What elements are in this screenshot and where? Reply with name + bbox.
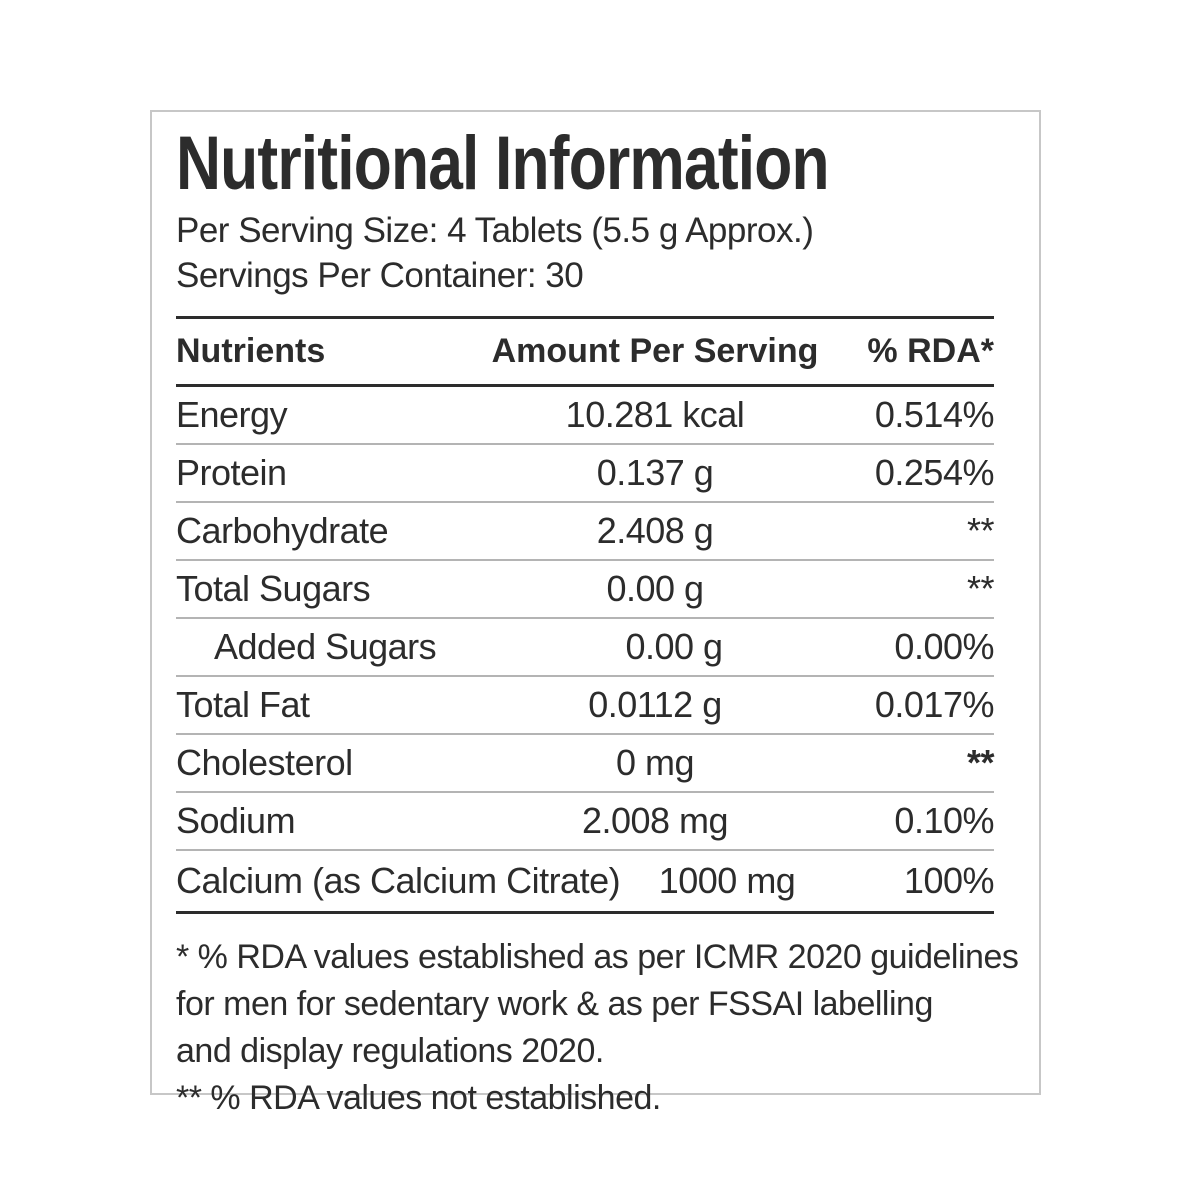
table-row-cholesterol: Cholesterol 0 mg ** <box>176 735 995 793</box>
servings-per-container-line: Servings Per Container: 30 <box>176 256 584 295</box>
nutrient-rda: 0.00% <box>894 626 994 667</box>
nutrient-rda: ** <box>966 742 995 783</box>
nutrient-name: Carbohydrate <box>176 510 389 551</box>
nutrient-rda: ** <box>966 568 995 609</box>
table-header-row: Nutrients Amount Per Serving % RDA* <box>176 316 994 387</box>
footnote-line: and display regulations 2020. <box>176 1032 604 1070</box>
nutrient-name: Cholesterol <box>176 742 353 783</box>
nutrient-rda: 0.10% <box>894 800 994 841</box>
nutrient-amount: 0 mg <box>615 742 695 783</box>
header-rda: % RDA* <box>867 332 994 370</box>
nutrient-name: Total Fat <box>176 684 310 725</box>
nutrient-name: Sodium <box>176 800 296 841</box>
header-amount-per-serving: Amount Per Serving <box>491 332 819 370</box>
nutrient-rda: ** <box>966 510 995 551</box>
nutrient-amount: 0.00 g <box>606 568 704 609</box>
nutrient-name: Protein <box>176 452 287 493</box>
nutrient-name: Added Sugars <box>214 626 437 667</box>
nutrient-amount: 0.00 g <box>625 626 723 667</box>
table-row-total-sugars: Total Sugars 0.00 g ** <box>176 561 995 619</box>
nutrients-table: Nutrients Amount Per Serving % RDA* Ener… <box>176 316 995 914</box>
table-row-calcium: Calcium (as Calcium Citrate) 1000 mg 100… <box>176 851 995 914</box>
footnote-line: * % RDA values established as per ICMR 2… <box>176 938 1019 976</box>
nutrient-name: Total Sugars <box>176 568 371 609</box>
nutrient-amount: 2.408 g <box>596 510 714 551</box>
label-title: Nutritional Information <box>176 121 830 206</box>
nutrient-amount: 10.281 kcal <box>565 394 745 435</box>
table-row-carbohydrate: Carbohydrate 2.408 g ** <box>176 503 995 561</box>
nutrient-amount: 0.0112 g <box>588 684 722 725</box>
table-row-sodium: Sodium 2.008 mg 0.10% <box>176 793 995 851</box>
nutrient-rda: 0.017% <box>874 684 995 725</box>
nutrient-name: Calcium (as Calcium Citrate) <box>176 860 621 901</box>
footnotes: * % RDA values established as per ICMR 2… <box>176 934 1019 1122</box>
header-nutrients: Nutrients <box>176 332 326 370</box>
nutrient-rda: 0.514% <box>874 394 995 435</box>
table-row-energy: Energy 10.281 kcal 0.514% <box>176 387 995 445</box>
nutrient-amount: 1000 mg <box>658 860 796 901</box>
nutrient-amount: 0.137 g <box>596 452 714 493</box>
nutrient-rda: 0.254% <box>874 452 995 493</box>
nutrition-label: Nutritional Information Per Serving Size… <box>150 110 1041 1117</box>
footnote-line: for men for sedentary work & as per FSSA… <box>176 985 933 1023</box>
table-row-added-sugars: Added Sugars 0.00 g 0.00% <box>176 619 995 677</box>
nutrient-rda: 100% <box>903 860 995 901</box>
nutrient-name: Energy <box>176 394 288 435</box>
serving-size-line: Per Serving Size: 4 Tablets (5.5 g Appro… <box>176 211 814 250</box>
nutrient-amount: 2.008 mg <box>581 800 729 841</box>
footnote-line: ** % RDA values not established. <box>176 1079 661 1117</box>
table-row-protein: Protein 0.137 g 0.254% <box>176 445 995 503</box>
table-row-total-fat: Total Fat 0.0112 g 0.017% <box>176 677 995 735</box>
